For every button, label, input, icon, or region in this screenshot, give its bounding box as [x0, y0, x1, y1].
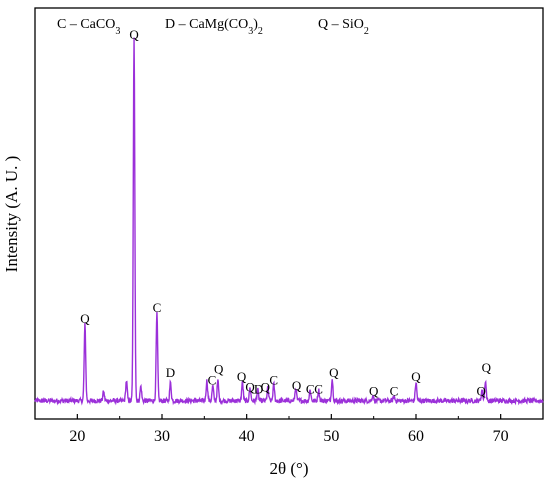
x-tick-label: 60	[408, 428, 424, 445]
peak-label: Q	[369, 383, 379, 398]
peak-label: D	[166, 365, 175, 380]
peak-label: Q	[329, 365, 339, 380]
legend-entry: C – CaCO3	[57, 17, 120, 37]
peak-label: Q	[292, 378, 302, 393]
legend-entry: Q – SiO2	[318, 17, 369, 37]
peak-label: C	[153, 300, 162, 315]
xrd-pattern	[35, 38, 543, 404]
y-axis-title: Intensity (A. U. )	[2, 156, 21, 273]
peak-label: C	[390, 383, 399, 398]
x-tick-label: 70	[493, 428, 509, 445]
x-tick-label: 30	[154, 428, 170, 445]
legend-entry: D – CaMg(CO3)2	[165, 17, 263, 37]
peak-label: C	[314, 382, 323, 397]
legend: C – CaCO3 D – CaMg(CO3)2 Q – SiO2	[57, 17, 369, 37]
peak-label: Q	[476, 383, 486, 398]
peak-label: Q	[411, 369, 421, 384]
x-tick-label: 50	[323, 428, 339, 445]
peak-label: Q	[129, 27, 139, 42]
peak-label: C	[269, 372, 278, 387]
peak-label: Q	[214, 362, 224, 377]
plot-frame	[35, 8, 543, 419]
peak-label: Q	[80, 311, 90, 326]
x-tick-label: 20	[69, 428, 85, 445]
x-axis-title: 2θ (°)	[269, 459, 308, 478]
x-tick-label: 40	[239, 428, 255, 445]
xrd-trace	[35, 38, 543, 404]
peak-label: Q	[482, 360, 492, 375]
peak-label: C	[306, 382, 315, 397]
